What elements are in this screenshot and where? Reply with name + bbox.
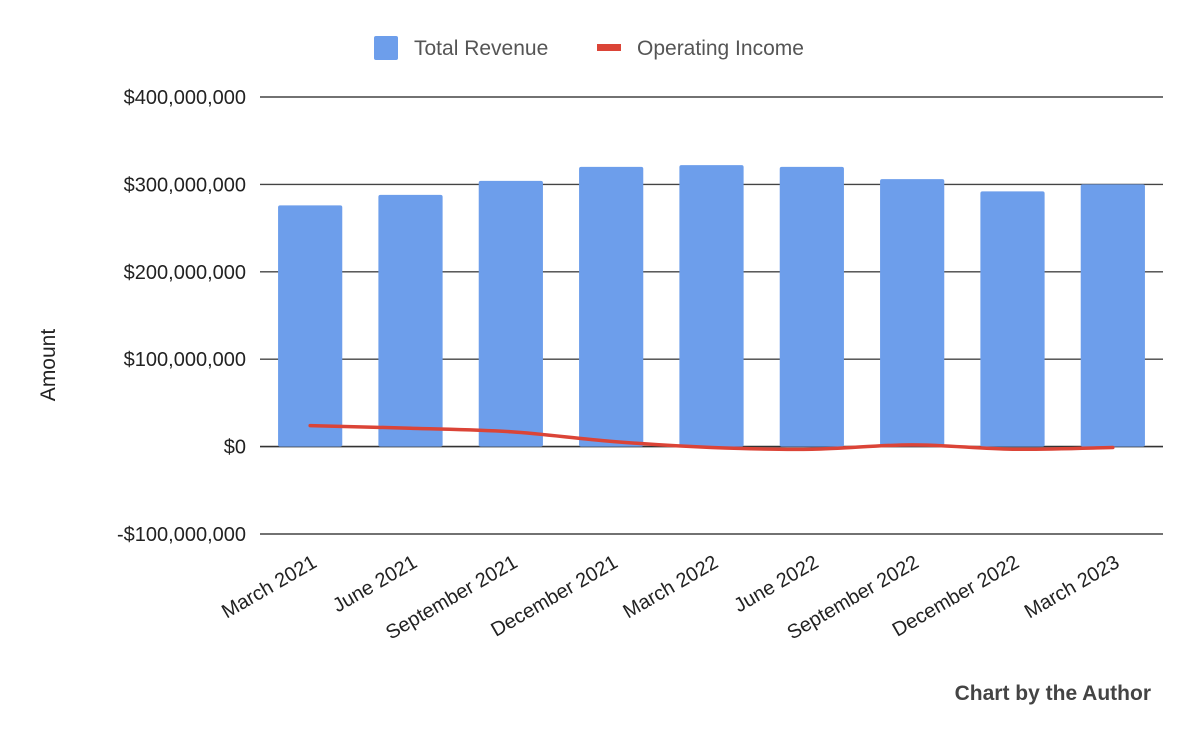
x-tick-label: June 2021 [329, 551, 421, 617]
bar-total-revenue [478, 180, 543, 447]
legend: Total Revenue Operating Income [374, 36, 804, 60]
legend-swatch-operating-income [597, 44, 621, 51]
y-tick-label: $100,000,000 [124, 349, 246, 371]
y-axis-ticks: -$100,000,000 $0 $100,000,000 $200,000,000 $… [117, 87, 246, 546]
bar-total-revenue [679, 165, 744, 447]
legend-label-total-revenue: Total Revenue [414, 37, 548, 60]
x-tick-label: March 2021 [218, 551, 320, 623]
legend-label-operating-income: Operating Income [637, 37, 804, 60]
x-tick-label: March 2022 [620, 551, 722, 623]
operating-income-line-group [308, 423, 1115, 452]
bar-total-revenue [378, 194, 443, 447]
bar-total-revenue [579, 166, 644, 447]
bar-total-revenue [880, 179, 945, 447]
bar-total-revenue [1080, 184, 1145, 447]
y-tick-label: $300,000,000 [124, 174, 246, 196]
bars [278, 165, 1145, 447]
y-tick-label: -$100,000,000 [117, 524, 246, 546]
y-tick-label: $200,000,000 [124, 262, 246, 284]
bar-total-revenue [980, 191, 1045, 447]
y-axis-title: Amount [37, 329, 60, 402]
legend-swatch-total-revenue [374, 36, 398, 60]
y-tick-label: $400,000,000 [124, 87, 246, 109]
x-tick-label: June 2022 [730, 551, 822, 617]
x-tick-label: March 2023 [1021, 551, 1123, 623]
bar-total-revenue [278, 205, 343, 447]
y-tick-label: $0 [224, 437, 246, 459]
operating-income-line [308, 423, 1115, 452]
bar-total-revenue [779, 166, 844, 447]
chart-credit: Chart by the Author [955, 682, 1151, 705]
